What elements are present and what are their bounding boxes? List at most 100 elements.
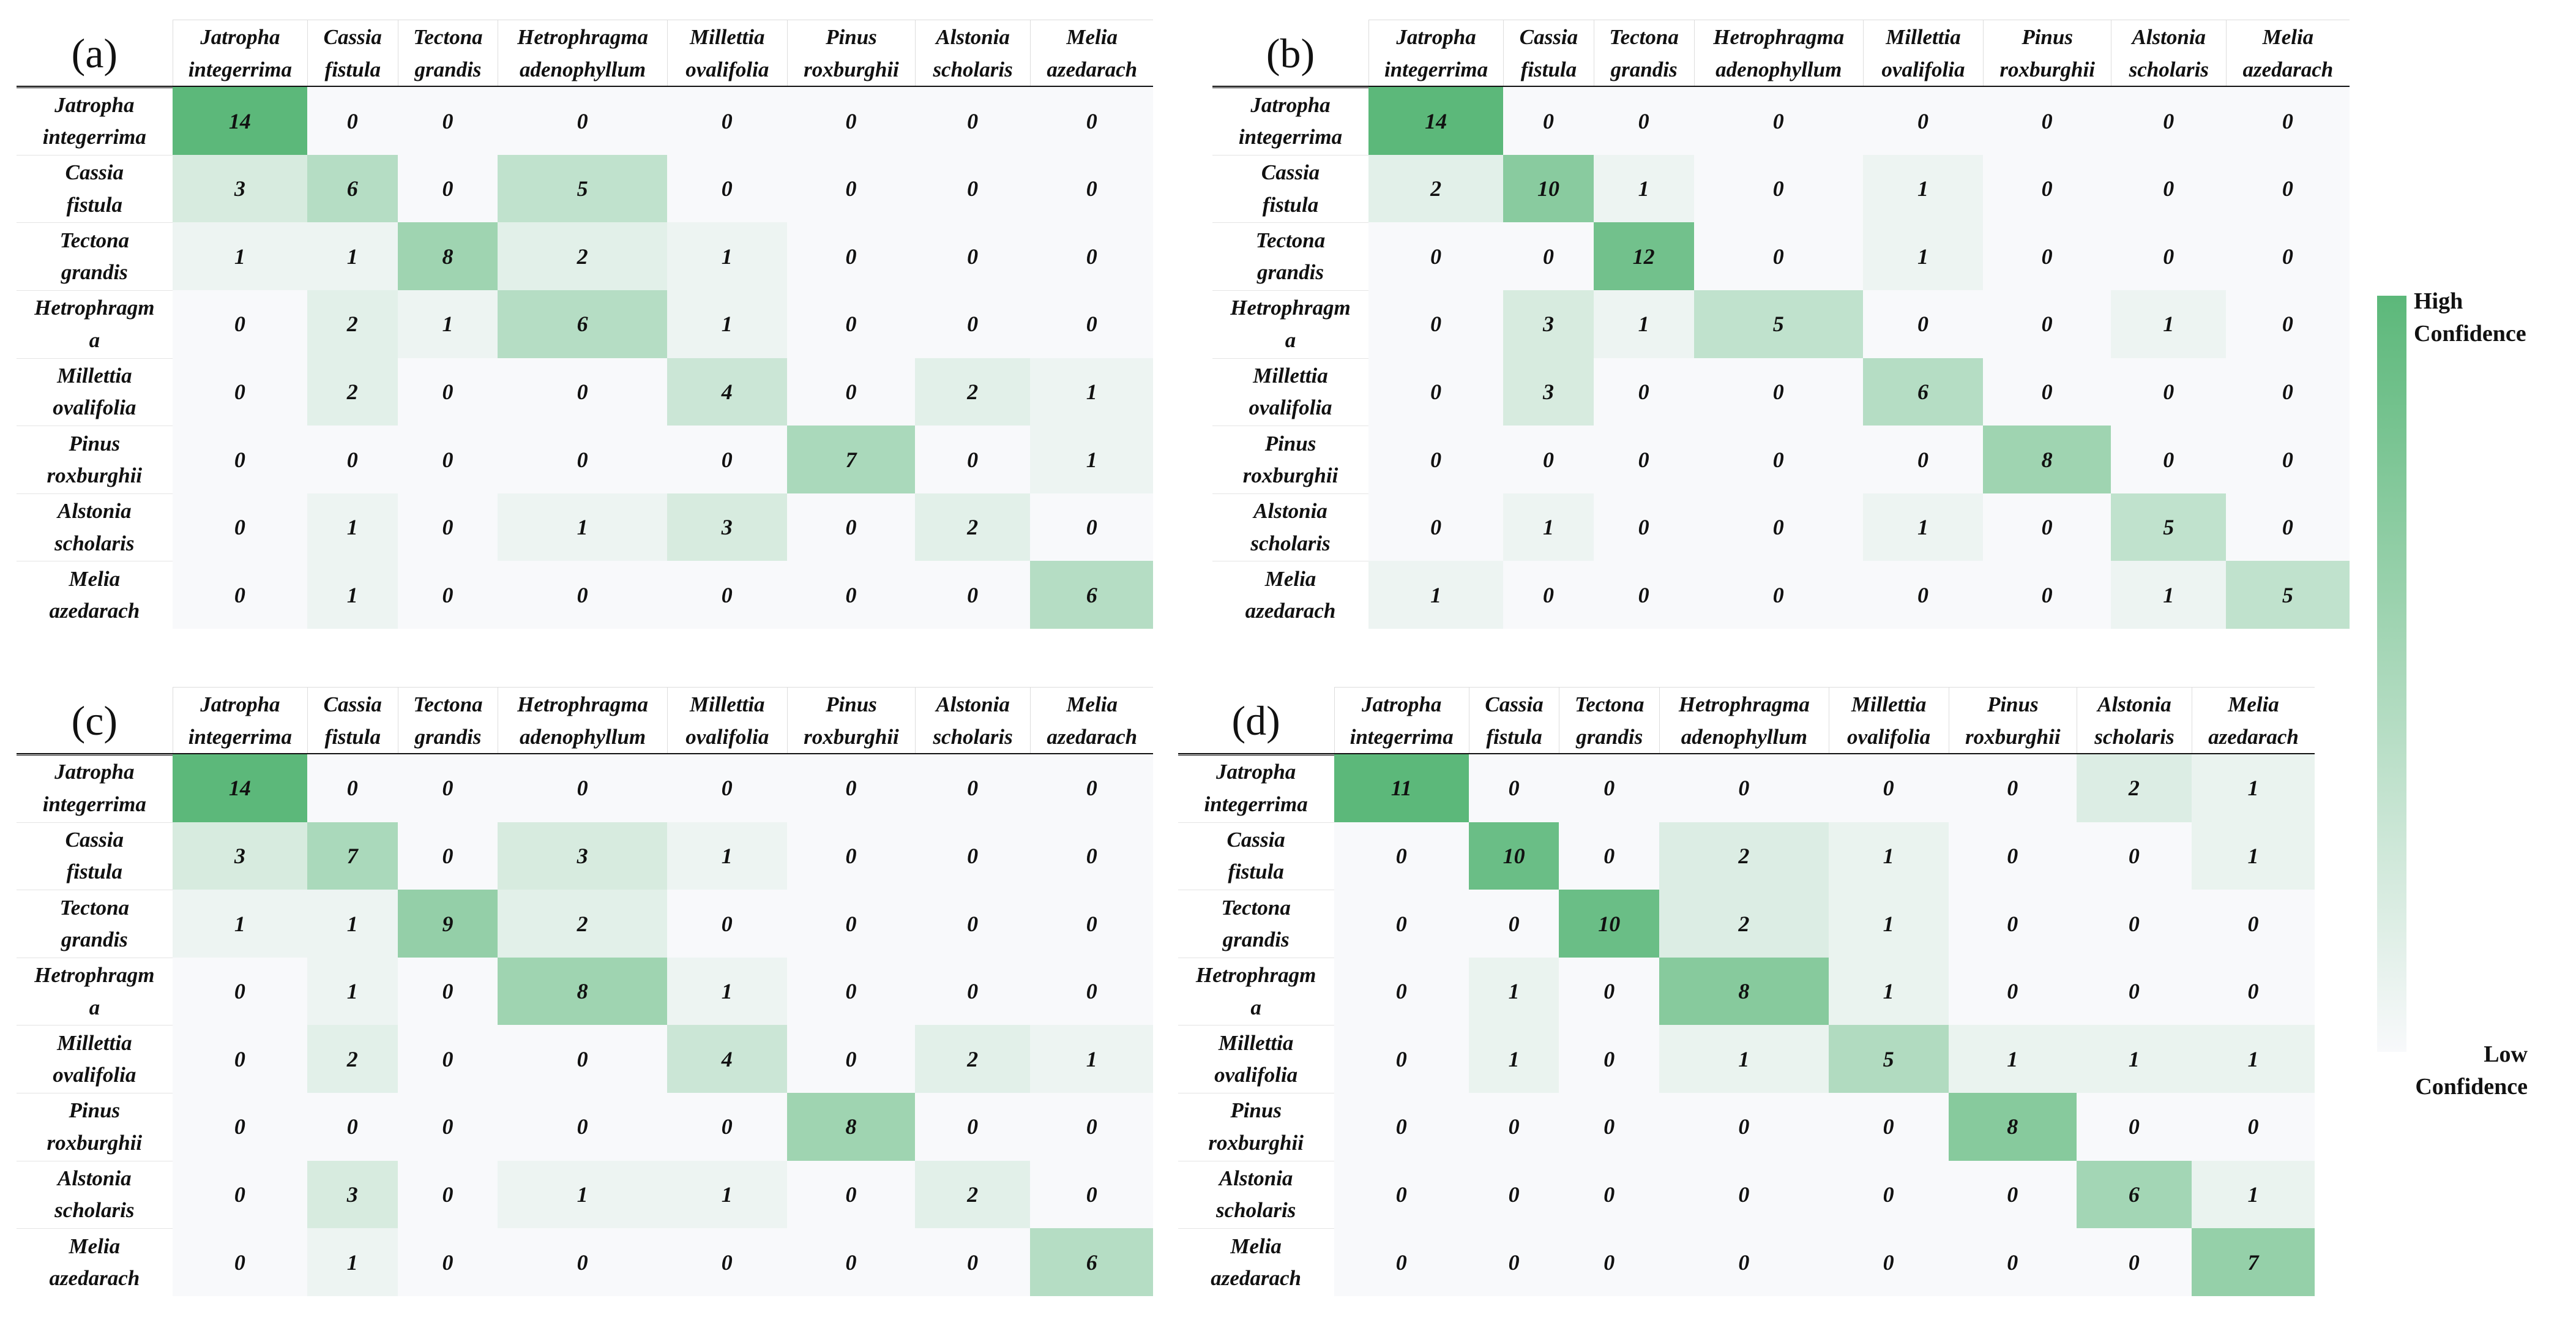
- column-header: Pinus roxburghii: [1948, 687, 2077, 755]
- heatmap-cell: 0: [786, 957, 916, 1026]
- row-header: Tectona grandis: [1212, 222, 1369, 290]
- cell-value: 0: [721, 776, 733, 801]
- heatmap-cell: 0: [666, 754, 787, 822]
- heatmap-cell: 0: [1368, 426, 1504, 493]
- heatmap-cell: 2: [915, 1160, 1031, 1229]
- heatmap-cell: 0: [2111, 358, 2227, 426]
- column-header: Pinus roxburghii: [786, 20, 916, 88]
- cell-value: 0: [346, 776, 358, 801]
- row-header: Cassia fistula: [1178, 822, 1334, 890]
- heatmap-cell: 2: [915, 493, 1031, 561]
- heatmap-cell: 0: [1863, 87, 1983, 155]
- heatmap-cell: 0: [1559, 1160, 1660, 1229]
- cell-value: 1: [1883, 979, 1894, 1004]
- heatmap-cell: 0: [1828, 754, 1949, 822]
- heatmap-cell: 1: [1828, 822, 1949, 890]
- cell-value: 1: [234, 244, 245, 269]
- cell-value: 3: [1542, 379, 1554, 404]
- cell-value: 0: [442, 979, 454, 1004]
- cell-value: 0: [2163, 108, 2175, 133]
- heatmap-cell: 0: [1559, 1093, 1660, 1161]
- cell-value: 5: [1772, 312, 1784, 337]
- cell-value: 0: [1430, 379, 1442, 404]
- cell-value: 0: [1603, 1182, 1615, 1207]
- cell-value: 0: [845, 108, 857, 133]
- heatmap-cell: 0: [1948, 890, 2077, 958]
- column-header: Jatropha integerrima: [1334, 687, 1469, 755]
- cell-value: 0: [2282, 447, 2293, 472]
- cell-value: 1: [1638, 176, 1649, 201]
- cell-value: 0: [967, 312, 979, 337]
- cell-value: 0: [346, 108, 358, 133]
- heatmap-cell: 0: [1948, 957, 2077, 1026]
- cell-value: 0: [967, 1250, 979, 1275]
- cell-value: 0: [1086, 312, 1097, 337]
- cell-value: 0: [2041, 176, 2053, 201]
- heatmap-cell: 3: [307, 1160, 398, 1229]
- cell-value: 0: [2128, 843, 2140, 868]
- heatmap-cell: 0: [2076, 822, 2192, 890]
- heatmap-cell: 0: [1334, 822, 1469, 890]
- heatmap-cell: 0: [397, 493, 498, 561]
- heatmap-cell: 1: [2191, 1025, 2315, 1093]
- cell-value: 6: [1917, 379, 1928, 404]
- heatmap-cell: 0: [1828, 1093, 1949, 1161]
- heatmap-cell: 0: [666, 1093, 787, 1161]
- cell-value: 0: [2007, 911, 2018, 936]
- cell-value: 0: [1603, 1046, 1615, 1071]
- heatmap-cell: 0: [666, 426, 787, 493]
- heatmap-cell: 6: [1030, 561, 1154, 629]
- cell-value: 2: [1430, 176, 1442, 201]
- heatmap-cell: 1: [307, 222, 398, 291]
- heatmap-cell: 0: [2076, 1093, 2192, 1161]
- row-header: Millettia ovalifolia: [16, 358, 173, 426]
- cell-value: 0: [1395, 1182, 1407, 1207]
- heatmap-cell: 0: [786, 561, 916, 629]
- cell-value: 10: [1598, 911, 1621, 936]
- column-header: Millettia ovalifolia: [666, 20, 787, 88]
- cell-value: 6: [577, 312, 588, 337]
- heatmap-cell: 1: [2111, 561, 2227, 629]
- heatmap-cell: 0: [1659, 1093, 1829, 1161]
- cell-value: 0: [577, 776, 588, 801]
- cell-value: 0: [2163, 447, 2175, 472]
- heatmap-cell: 0: [1334, 890, 1469, 958]
- cell-value: 0: [1508, 1182, 1520, 1207]
- row-header: Pinus roxburghii: [16, 426, 173, 493]
- heatmap-cell: 2: [1368, 154, 1504, 223]
- cell-value: 1: [1086, 447, 1097, 472]
- heatmap-cell: 0: [1863, 426, 1983, 493]
- heatmap-cell: 0: [1982, 493, 2111, 561]
- heatmap-cell: 0: [786, 154, 916, 223]
- heatmap-cell: 0: [2111, 222, 2227, 291]
- heatmap-cell: 0: [1948, 822, 2077, 890]
- heatmap-cell: 6: [1863, 358, 1983, 426]
- heatmap-cell: 0: [2226, 222, 2350, 291]
- cell-value: 0: [346, 447, 358, 472]
- cell-value: 2: [577, 911, 588, 936]
- cell-value: 0: [721, 1250, 733, 1275]
- heatmap-cell: 0: [498, 561, 667, 629]
- heatmap-cell: 0: [397, 822, 498, 890]
- heatmap-cell: 0: [915, 290, 1031, 358]
- cell-value: 0: [845, 1182, 857, 1207]
- row-header: Hetrophragm a: [16, 957, 173, 1026]
- heatmap-cell: 0: [307, 426, 398, 493]
- cell-value: 0: [1542, 582, 1554, 607]
- row-header: Melia azedarach: [1178, 1228, 1334, 1296]
- heatmap-cell: 7: [786, 426, 916, 493]
- cell-value: 0: [1542, 108, 1554, 133]
- cell-value: 2: [346, 312, 358, 337]
- cell-value: 1: [346, 1250, 358, 1275]
- row-header: Alstonia scholaris: [1212, 493, 1369, 561]
- heatmap-cell: 0: [2111, 426, 2227, 493]
- heatmap-cell: 2: [307, 358, 398, 426]
- heatmap-cell: 0: [1593, 426, 1694, 493]
- heatmap-cell: 1: [666, 290, 787, 358]
- heatmap-cell: 0: [1693, 426, 1863, 493]
- heatmap-cell: 5: [2111, 493, 2227, 561]
- heatmap-cell: 0: [1863, 290, 1983, 358]
- heatmap-cell: 0: [172, 1025, 307, 1093]
- cell-value: 0: [1542, 447, 1554, 472]
- heatmap-cell: 0: [172, 1228, 307, 1296]
